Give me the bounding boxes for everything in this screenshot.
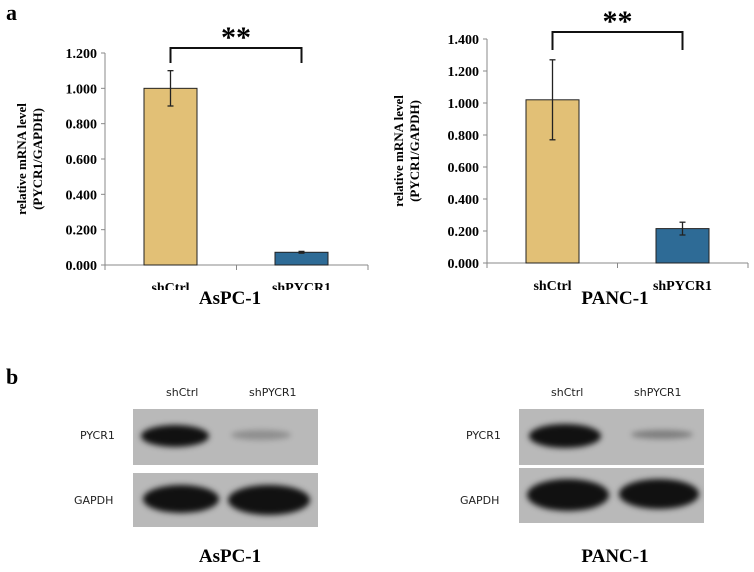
y-tick-label: 0.000 xyxy=(66,259,98,274)
y-tick-label: 0.000 xyxy=(448,257,480,272)
blot-lane-label: shCtrl xyxy=(166,386,199,399)
blot-lane-label: shCtrl xyxy=(551,386,584,399)
chart-panc1: 0.000 0.200 0.400 0.600 0.800 1.000 1.200 1.400… xyxy=(391,5,749,290)
y-axis-label: (PYCR1/GAPDH) xyxy=(30,108,45,210)
band xyxy=(231,430,291,440)
blot-row-label: PYCR1 xyxy=(80,429,115,442)
blot-row-label: GAPDH xyxy=(74,494,114,507)
panel-label-a: a xyxy=(6,0,17,25)
y-tick-label: 1.200 xyxy=(66,47,98,62)
bar-shCtrl xyxy=(143,87,198,266)
x-tick-label: shCtrl xyxy=(151,281,189,290)
y-axis-label: relative mRNA level xyxy=(14,103,29,215)
y-tick-label: 0.600 xyxy=(448,161,480,176)
y-tick-label: 0.800 xyxy=(66,118,98,133)
blot-gapdh-panc1 xyxy=(519,468,704,523)
y-tick-label: 1.000 xyxy=(66,82,98,97)
significance-marker: ** xyxy=(603,5,633,38)
x-tick-label: shCtrl xyxy=(533,279,571,290)
blot-pycr1-aspc1 xyxy=(133,409,318,465)
chart-title-panc1: PANC-1 xyxy=(581,288,649,309)
blot-title-panc1: PANC-1 xyxy=(581,546,649,567)
blot-row-label: GAPDH xyxy=(460,494,500,507)
blot-title-aspc1: AsPC-1 xyxy=(198,546,262,567)
y-tick-label: 0.400 xyxy=(448,193,480,208)
band xyxy=(527,479,609,511)
panel-label-b: b xyxy=(6,364,19,389)
y-tick-label: 0.200 xyxy=(66,224,98,239)
band xyxy=(143,485,219,513)
band xyxy=(619,479,699,509)
y-tick-label: 1.000 xyxy=(448,97,480,112)
y-tick-label: 0.800 xyxy=(448,129,480,144)
blot-pycr1-panc1 xyxy=(519,409,704,465)
band xyxy=(529,424,601,448)
band xyxy=(631,430,693,439)
blot-row-label: PYCR1 xyxy=(466,429,501,442)
x-tick-label: shPYCR1 xyxy=(653,279,712,290)
significance-bracket xyxy=(551,31,684,50)
bar-shPYCR1 xyxy=(274,251,329,266)
y-tick-label: 1.400 xyxy=(448,33,480,48)
y-axis-label: (PYCR1/GAPDH) xyxy=(407,100,422,202)
y-tick-label: 0.600 xyxy=(66,153,98,168)
y-tick-label: 0.400 xyxy=(66,188,98,203)
blot-gapdh-aspc1 xyxy=(133,473,318,527)
chart-title-aspc1: AsPC-1 xyxy=(198,288,262,309)
band xyxy=(228,485,310,515)
significance-bracket xyxy=(169,47,303,63)
band xyxy=(141,425,209,447)
chart-aspc1: 0.000 0.200 0.400 0.600 0.800 1.000 1.200 relat… xyxy=(14,21,369,290)
blot-lane-label: shPYCR1 xyxy=(249,386,297,399)
y-axis-label: relative mRNA level xyxy=(391,95,406,207)
x-tick-label: shPYCR1 xyxy=(272,281,331,290)
y-tick-label: 0.200 xyxy=(448,225,480,240)
significance-marker: ** xyxy=(221,21,251,54)
y-tick-label: 1.200 xyxy=(448,65,480,80)
blot-lane-label: shPYCR1 xyxy=(634,386,682,399)
